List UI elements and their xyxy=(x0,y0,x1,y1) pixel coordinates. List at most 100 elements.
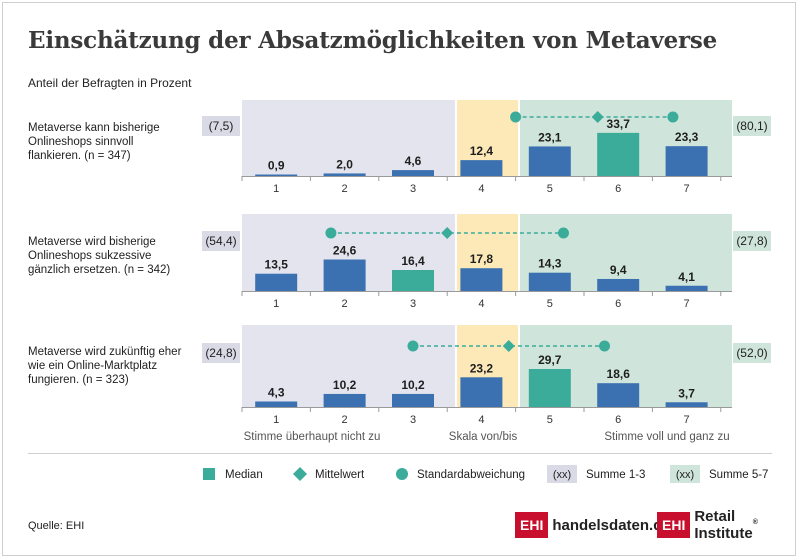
legend-mean-icon xyxy=(293,467,307,481)
tick-label: 3 xyxy=(410,183,416,195)
data-label: 12,4 xyxy=(470,144,494,158)
zone-disagree xyxy=(242,100,455,176)
bar xyxy=(255,273,298,291)
legend-std-label: Standardabweichung xyxy=(417,469,525,481)
retail-institute-logo[interactable]: EHI Retail Institute® xyxy=(657,508,800,542)
tick-label: 1 xyxy=(273,183,279,195)
chart-subtitle: Anteil der Befragten in Prozent xyxy=(28,76,192,90)
bar xyxy=(460,377,503,407)
sum-low-value: (7,5) xyxy=(209,119,234,133)
data-label: 10,2 xyxy=(333,378,357,392)
bar xyxy=(460,268,503,291)
data-label: 10,2 xyxy=(401,378,425,392)
legend-sum-low-icon xyxy=(547,465,577,483)
source-note: Quelle: EHI xyxy=(28,520,85,532)
scale-label-left: Stimme überhaupt nicht zu xyxy=(244,431,381,443)
tick-label: 2 xyxy=(342,183,348,195)
tick-label: 6 xyxy=(615,298,621,310)
mean-marker xyxy=(441,227,454,239)
legend-mean-label: Mittelwert xyxy=(315,469,365,481)
tick-label: 4 xyxy=(478,298,484,310)
data-label: 14,3 xyxy=(538,257,562,271)
data-label: 0,9 xyxy=(268,159,285,173)
legend-std-icon xyxy=(396,468,408,480)
sum-high-box xyxy=(733,116,771,136)
sum-low-value: (24,8) xyxy=(205,346,236,360)
legend-sum-low-label: Summe 1-3 xyxy=(586,469,645,481)
tick-label: 7 xyxy=(684,414,690,426)
bar xyxy=(392,170,434,176)
scale-label-center: Skala von/bis xyxy=(449,431,518,443)
sum-high-value: (80,1) xyxy=(736,119,767,133)
tick-label: 5 xyxy=(547,298,553,310)
bar xyxy=(255,401,298,407)
tick-label: 4 xyxy=(478,183,484,195)
bar-median xyxy=(528,368,571,407)
bar xyxy=(323,259,366,291)
bar xyxy=(528,272,571,291)
bar xyxy=(528,146,571,176)
mean-marker xyxy=(502,340,515,352)
legend-sum-high-icon-text: (xx) xyxy=(676,469,694,481)
sum-low-value: (54,4) xyxy=(205,234,236,248)
sum-low-box xyxy=(202,231,240,251)
bar xyxy=(323,393,366,407)
bar xyxy=(392,393,434,407)
data-label: 23,3 xyxy=(675,130,699,144)
sum-high-box xyxy=(733,343,771,363)
sd-low-marker xyxy=(325,227,337,239)
tick-label: 2 xyxy=(342,298,348,310)
sum-low-box xyxy=(202,116,240,136)
ehi-box: EHI xyxy=(657,512,691,538)
tick-label: 3 xyxy=(410,298,416,310)
legend-median-icon xyxy=(203,468,215,480)
bar xyxy=(255,174,298,176)
scale-label-right: Stimme voll und ganz zu xyxy=(604,431,729,443)
data-label: 29,7 xyxy=(538,353,562,367)
data-label: 13,5 xyxy=(265,258,289,272)
data-label: 17,8 xyxy=(470,252,494,266)
tick-label: 5 xyxy=(547,414,553,426)
tick-label: 4 xyxy=(478,414,484,426)
handelsdaten-logo[interactable]: EHI handelsdaten.de xyxy=(515,510,671,540)
bar xyxy=(665,402,708,407)
chart-title: Einschätzung der Absatzmöglichkeiten von… xyxy=(28,27,718,54)
sd-high-marker xyxy=(557,227,569,239)
bar-median xyxy=(597,132,640,176)
data-label: 33,7 xyxy=(607,117,631,131)
legend-sum-high-label: Summe 5-7 xyxy=(709,469,768,481)
bar xyxy=(665,146,708,176)
sum-high-value: (27,8) xyxy=(736,234,767,248)
tick-label: 7 xyxy=(684,183,690,195)
tick-label: 7 xyxy=(684,298,690,310)
tick-label: 3 xyxy=(410,414,416,426)
sd-low-marker xyxy=(510,111,522,123)
legend-median-label: Median xyxy=(225,469,263,481)
data-label: 3,7 xyxy=(678,386,695,400)
bar xyxy=(597,383,640,407)
data-label: 9,4 xyxy=(610,263,627,277)
bar xyxy=(665,285,708,291)
sd-high-marker xyxy=(667,111,679,123)
retail-institute-text: Retail Institute® xyxy=(694,508,758,542)
question-label-2: Metaverse wird bisherige Onlineshops suk… xyxy=(28,236,171,276)
ehi-box: EHI xyxy=(515,512,549,538)
sd-low-marker xyxy=(407,340,419,352)
data-label: 4,1 xyxy=(678,270,695,284)
bar-median xyxy=(392,270,434,291)
bar xyxy=(597,278,640,291)
legend-sum-low-icon-text: (xx) xyxy=(553,469,571,481)
legend-sum-high-icon xyxy=(670,465,700,483)
sum-low-box xyxy=(202,343,240,363)
sum-high-value: (52,0) xyxy=(736,346,767,360)
tick-label: 1 xyxy=(273,414,279,426)
data-label: 4,3 xyxy=(268,385,285,399)
data-label: 4,6 xyxy=(405,154,422,168)
tick-label: 6 xyxy=(615,183,621,195)
tick-label: 2 xyxy=(342,414,348,426)
data-label: 23,2 xyxy=(470,361,494,375)
bar xyxy=(323,173,366,176)
sd-high-marker xyxy=(599,340,611,352)
